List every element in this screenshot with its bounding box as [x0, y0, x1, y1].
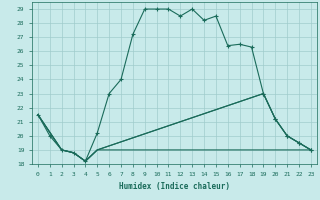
- X-axis label: Humidex (Indice chaleur): Humidex (Indice chaleur): [119, 182, 230, 191]
